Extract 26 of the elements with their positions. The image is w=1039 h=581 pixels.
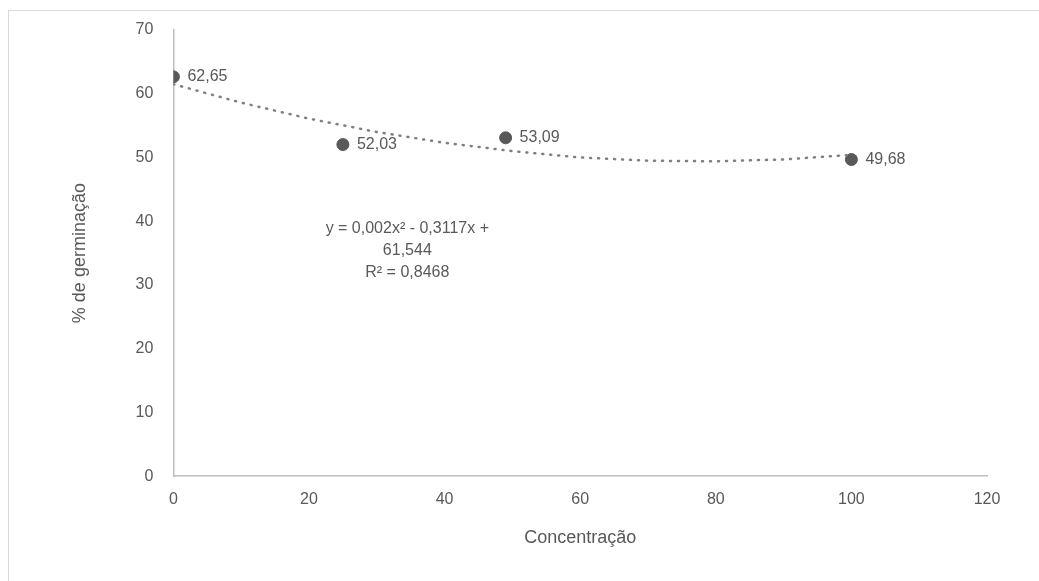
annotation: y = 0,002x² - 0,3117x + 61,544 xyxy=(325,218,489,258)
data-label: 53,09 xyxy=(519,128,560,146)
point xyxy=(844,153,858,167)
y-tick-label: 60 xyxy=(135,84,154,102)
x-tick-label: 120 xyxy=(973,490,1001,508)
x-tick-label: 40 xyxy=(435,490,454,508)
y-tick-label: 10 xyxy=(135,402,154,420)
x-tick-label: 100 xyxy=(838,490,865,508)
data-label: 62,65 xyxy=(187,67,228,85)
x-tick-label: 20 xyxy=(300,490,318,508)
y-axis-title: % de germinação xyxy=(68,183,89,324)
data-label: 52,03 xyxy=(356,134,398,152)
x-tick-label: 80 xyxy=(706,490,725,508)
annotation: R² = 0,8468 xyxy=(365,262,450,280)
y-tick-label: 50 xyxy=(135,147,154,165)
y-tick-label: 20 xyxy=(135,339,154,357)
x-tick-label: 0 xyxy=(168,490,178,508)
x-tick-label: 60 xyxy=(571,490,590,508)
point xyxy=(499,131,513,145)
x-axis-title: Concentração xyxy=(524,527,637,548)
y-tick-label: 70 xyxy=(135,20,154,38)
y-tick-label: 0 xyxy=(144,466,154,484)
y-tick-label: 30 xyxy=(135,275,154,293)
data-label: 49,68 xyxy=(865,149,906,167)
point xyxy=(336,138,350,152)
y-tick-label: 40 xyxy=(135,211,154,229)
